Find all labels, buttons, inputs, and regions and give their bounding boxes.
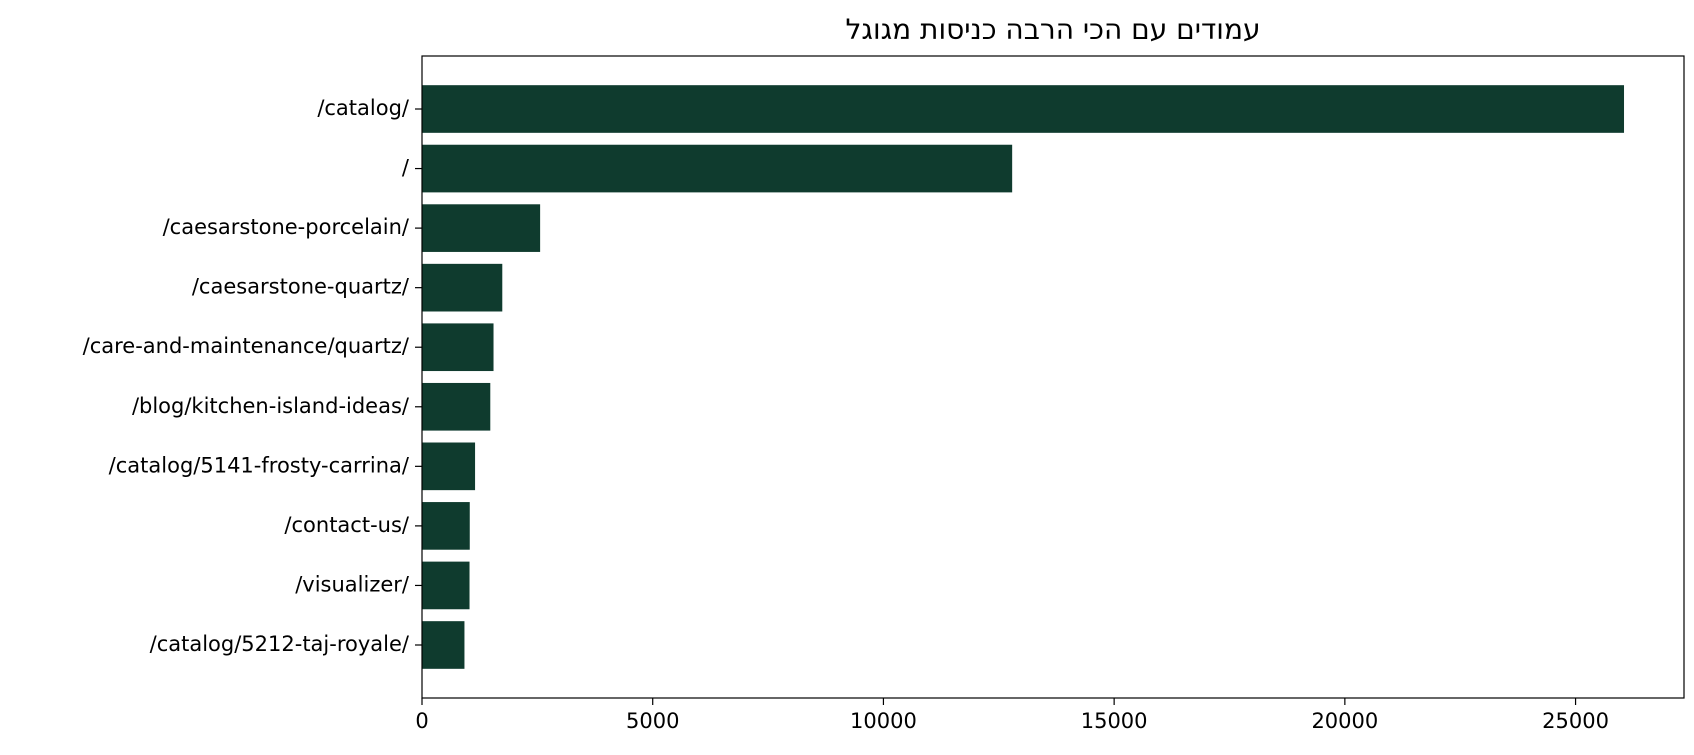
y-tick-label: /caesarstone-quartz/ — [192, 275, 410, 299]
x-tick-label: 25000 — [1542, 709, 1609, 733]
plot-frame — [421, 55, 1685, 699]
chart-title: עמודים עם הכי הרבה כניסות מגוגל — [846, 13, 1261, 46]
bar — [422, 204, 541, 252]
x-tick-label: 0 — [415, 709, 428, 733]
bar — [422, 144, 1013, 193]
bar — [422, 502, 470, 550]
x-tick-label: 15000 — [1081, 709, 1148, 733]
y-tick-label: /blog/kitchen-island-ideas/ — [132, 394, 410, 418]
y-tick-label: /visualizer/ — [295, 572, 410, 596]
bar — [422, 442, 476, 491]
bar — [422, 561, 470, 610]
y-tick-label: /contact-us/ — [284, 513, 409, 537]
y-tick-label: /catalog/5212-taj-royale/ — [150, 632, 410, 656]
x-tick-label: 5000 — [626, 709, 679, 733]
y-tick-label: /care-and-maintenance/quartz/ — [83, 334, 410, 358]
y-tick-label: /catalog/ — [317, 96, 410, 120]
bar — [422, 382, 491, 431]
bar — [422, 323, 494, 372]
y-tick-label: /catalog/5141-frosty-carrina/ — [109, 453, 410, 477]
y-tick-label: / — [402, 156, 410, 180]
x-tick-label: 10000 — [850, 709, 917, 733]
bar — [422, 263, 503, 312]
x-tick-label: 20000 — [1311, 709, 1378, 733]
y-tick-label: /caesarstone-porcelain/ — [163, 215, 410, 239]
bar — [422, 85, 1625, 133]
bar — [422, 621, 465, 669]
